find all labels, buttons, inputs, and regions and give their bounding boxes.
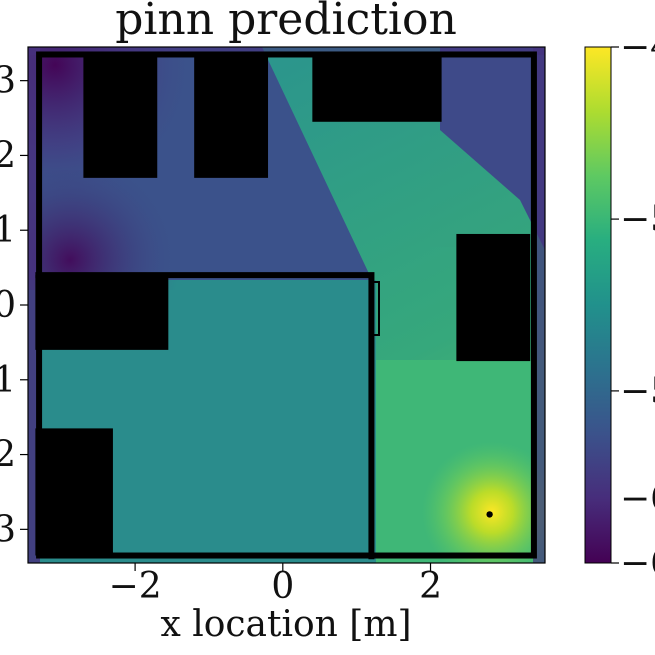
y-axis-ticks: 3 2 1 0 1 2 3 [0, 61, 28, 550]
obstacles [35, 54, 531, 556]
colorbar-gradient [584, 46, 612, 564]
x-tick-label: −2 [109, 566, 162, 607]
inner-room-wall [35, 272, 375, 560]
field-hot-spot [400, 420, 545, 563]
y-tick-label: 1 [0, 210, 16, 251]
colorbar-tick-label: −6 [620, 543, 655, 584]
obstacle-5 [35, 275, 169, 350]
y-tick-label: 0 [0, 285, 16, 326]
x-tick-label: 0 [271, 566, 294, 607]
y-tick-label: 2 [0, 435, 16, 476]
x-tick-label: 2 [419, 566, 442, 607]
x-axis-ticks: −2 0 2 [109, 563, 442, 607]
source-marker [486, 511, 493, 518]
field-top-edge [28, 47, 545, 55]
door-marker [370, 281, 380, 336]
obstacle-1 [83, 54, 158, 178]
colorbar-tick-label: −4 [620, 27, 655, 68]
field-dark-left-mid [28, 170, 228, 290]
y-tick-label: 2 [0, 135, 16, 176]
walls [35, 51, 537, 560]
colorbar-tick-label: −5 [620, 371, 655, 412]
obstacle-3 [312, 54, 442, 122]
colorbar: −4 −5 −5 −6 −6 [584, 27, 655, 584]
y-tick-label: 3 [0, 509, 16, 550]
outer-wall [36, 51, 537, 559]
obstacle-4 [456, 233, 531, 362]
obstacle-2 [194, 54, 269, 178]
y-tick-label: 1 [0, 360, 16, 401]
chart-title: pinn prediction [115, 0, 457, 45]
colorbar-ticks: −4 −5 −5 −6 −6 [611, 27, 655, 584]
obstacle-6 [35, 428, 113, 556]
colorbar-tick-label: −5 [620, 199, 655, 240]
heatmap-field [28, 47, 545, 563]
y-tick-label: 3 [0, 61, 16, 102]
x-axis-label: x location [m] [160, 604, 411, 645]
colorbar-tick-label: −6 [620, 479, 655, 520]
